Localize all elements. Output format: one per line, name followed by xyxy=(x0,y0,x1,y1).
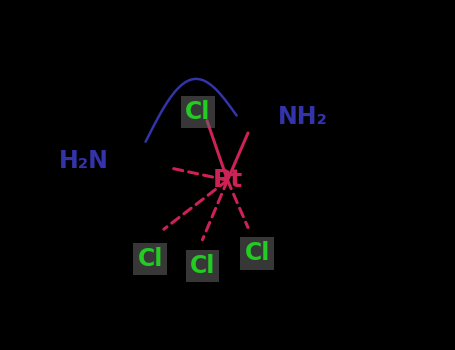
Text: Cl: Cl xyxy=(137,247,163,271)
Text: Cl: Cl xyxy=(185,100,211,124)
Text: Pt: Pt xyxy=(212,168,243,192)
Text: Cl: Cl xyxy=(190,254,215,278)
Text: H₂N: H₂N xyxy=(59,149,109,173)
Text: NH₂: NH₂ xyxy=(278,105,328,129)
Text: Cl: Cl xyxy=(244,241,270,266)
